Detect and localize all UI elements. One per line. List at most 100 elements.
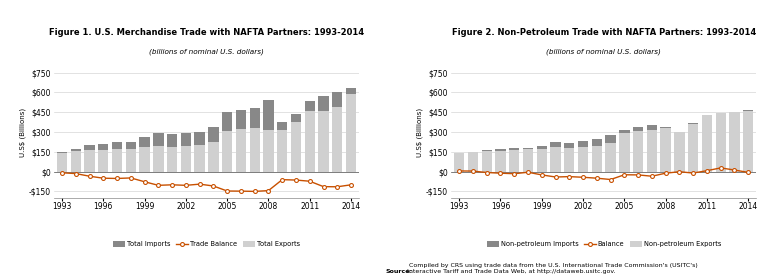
Bar — [495, 149, 505, 172]
Bar — [140, 147, 150, 172]
Trade Balance — [277, 178, 286, 181]
Bar — [153, 146, 164, 172]
Balance — [482, 171, 492, 174]
Trade Balance — [99, 177, 108, 180]
Bar — [551, 147, 561, 172]
Trade Balance — [209, 184, 218, 188]
Legend: Non-petroleum Imports, Balance, Non-petroleum Exports: Non-petroleum Imports, Balance, Non-petr… — [486, 241, 721, 248]
Bar — [208, 142, 219, 172]
Bar — [71, 151, 81, 172]
Bar — [126, 142, 136, 172]
Balance — [743, 171, 753, 174]
Bar — [291, 122, 301, 172]
Bar — [332, 92, 343, 172]
Balance — [551, 175, 560, 179]
Bar — [716, 117, 726, 172]
Text: (billions of nominal U.S. dollars): (billions of nominal U.S. dollars) — [149, 49, 264, 56]
Balance — [730, 168, 739, 172]
Balance — [716, 166, 725, 170]
Trade Balance — [112, 177, 121, 180]
Bar — [263, 130, 273, 172]
Bar — [633, 131, 644, 172]
Bar — [112, 149, 122, 172]
Bar — [468, 152, 478, 172]
Bar — [702, 116, 712, 172]
Bar — [551, 142, 561, 172]
Bar — [153, 133, 164, 172]
Bar — [523, 149, 533, 172]
Bar — [605, 135, 616, 172]
Bar — [84, 150, 94, 172]
Balance — [496, 172, 505, 175]
Bar — [537, 145, 547, 172]
Balance — [564, 175, 574, 178]
Bar — [564, 148, 574, 172]
Bar — [730, 112, 740, 172]
Trade Balance — [223, 189, 232, 193]
Balance — [592, 177, 601, 180]
Trade Balance — [305, 180, 314, 183]
Bar — [98, 144, 108, 172]
Bar — [743, 111, 753, 172]
Balance — [606, 178, 615, 181]
Balance — [675, 170, 684, 173]
Bar — [180, 146, 191, 172]
Y-axis label: U.S$ (Billions): U.S$ (Billions) — [19, 108, 26, 156]
Text: Figure 2. Non-Petroleum Trade with NAFTA Partners: 1993-2014: Figure 2. Non-Petroleum Trade with NAFTA… — [452, 28, 756, 37]
Bar — [537, 149, 547, 172]
Trade Balance — [181, 184, 190, 187]
Bar — [605, 143, 616, 172]
Bar — [319, 111, 329, 172]
Bar — [454, 154, 465, 172]
Bar — [222, 131, 233, 172]
Bar — [730, 114, 740, 172]
Bar — [660, 127, 670, 172]
Line: Balance: Balance — [457, 166, 750, 182]
Balance — [537, 173, 546, 177]
Bar — [140, 137, 150, 172]
Balance — [661, 172, 670, 175]
Balance — [647, 175, 657, 178]
Bar — [57, 153, 67, 172]
Trade Balance — [85, 175, 94, 178]
Text: Source:: Source: — [386, 269, 412, 274]
Trade Balance — [58, 171, 67, 174]
Trade Balance — [154, 184, 163, 187]
Trade Balance — [291, 178, 300, 182]
Bar — [208, 127, 219, 172]
Bar — [647, 130, 657, 172]
Bar — [482, 150, 492, 172]
Trade Balance — [140, 180, 149, 183]
Bar — [263, 100, 273, 172]
Bar — [57, 152, 67, 172]
Trade Balance — [195, 183, 204, 186]
Trade Balance — [264, 189, 273, 192]
Bar — [236, 109, 246, 172]
Bar — [98, 150, 108, 172]
Balance — [634, 173, 643, 177]
Bar — [743, 110, 753, 172]
Bar — [277, 130, 287, 172]
Balance — [702, 169, 711, 172]
Bar — [674, 132, 684, 172]
Bar — [674, 132, 684, 172]
Bar — [319, 96, 329, 172]
Legend: Total Imports, Trade Balance, Total Exports: Total Imports, Trade Balance, Total Expo… — [114, 241, 300, 248]
Balance — [524, 170, 533, 174]
Bar — [194, 132, 205, 172]
Bar — [578, 147, 588, 172]
Balance — [620, 173, 629, 177]
Bar — [277, 122, 287, 172]
Trade Balance — [250, 190, 260, 193]
Text: (billions of nominal U.S. dollars): (billions of nominal U.S. dollars) — [546, 49, 661, 56]
Bar — [688, 124, 698, 172]
Trade Balance — [346, 183, 356, 186]
Bar — [291, 114, 301, 172]
Bar — [305, 111, 315, 172]
Trade Balance — [71, 172, 81, 175]
Bar — [454, 153, 465, 172]
Bar — [84, 145, 94, 172]
Bar — [346, 94, 356, 172]
Bar — [468, 152, 478, 172]
Bar — [509, 150, 519, 172]
